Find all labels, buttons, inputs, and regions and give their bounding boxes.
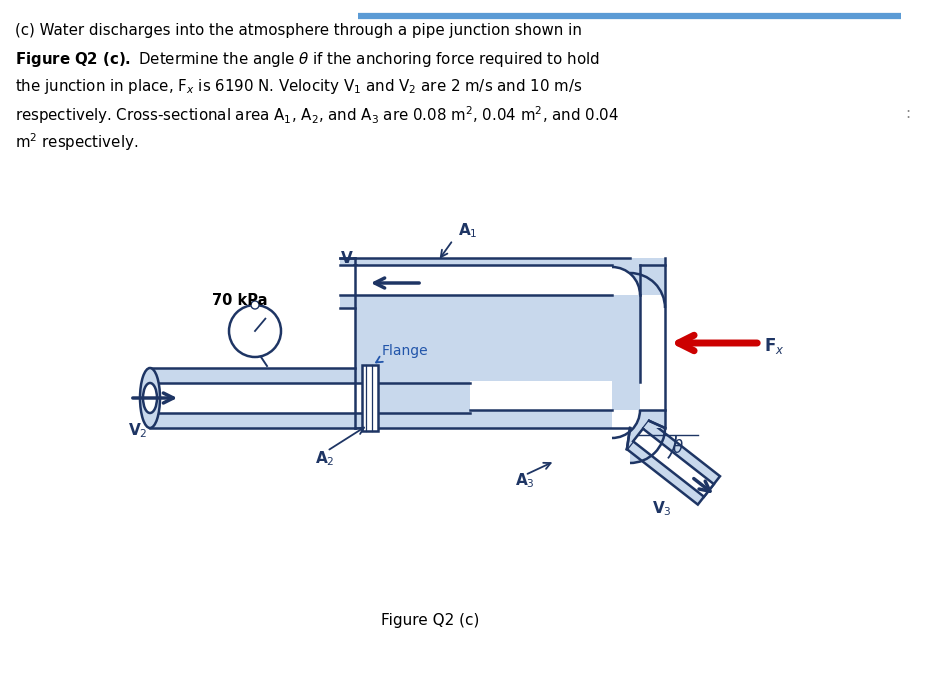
Polygon shape <box>627 421 665 449</box>
Polygon shape <box>633 429 714 497</box>
Text: $\theta$: $\theta$ <box>672 439 684 457</box>
Bar <box>640 295 665 410</box>
Text: V$_2$: V$_2$ <box>128 421 148 439</box>
Circle shape <box>251 301 259 309</box>
Wedge shape <box>630 428 665 463</box>
Wedge shape <box>630 273 665 308</box>
Bar <box>340 258 470 308</box>
Text: F$_x$: F$_x$ <box>764 336 785 356</box>
Text: $\mathbf{Figure\ Q2\ (c).}$ Determine the angle $\theta$ if the anchoring force : $\mathbf{Figure\ Q2\ (c).}$ Determine th… <box>15 50 600 69</box>
Wedge shape <box>612 410 640 438</box>
Bar <box>150 383 363 413</box>
Text: respectively. Cross-sectional area A$_1$, A$_2$, and A$_3$ are 0.08 m$^2$, 0.04 : respectively. Cross-sectional area A$_1$… <box>15 104 619 126</box>
Bar <box>340 265 612 295</box>
Text: A$_3$: A$_3$ <box>515 471 535 490</box>
Bar <box>470 258 630 428</box>
Ellipse shape <box>143 383 157 413</box>
Bar <box>470 258 630 308</box>
Text: V$_1$: V$_1$ <box>340 249 359 268</box>
Circle shape <box>229 305 281 357</box>
Text: (c) Water discharges into the atmosphere through a pipe junction shown in: (c) Water discharges into the atmosphere… <box>15 23 582 38</box>
Polygon shape <box>627 421 720 505</box>
Text: m$^2$ respectively.: m$^2$ respectively. <box>15 131 139 153</box>
Bar <box>470 381 612 410</box>
Text: A$_2$: A$_2$ <box>315 449 335 468</box>
Text: A$_1$: A$_1$ <box>458 221 478 240</box>
Text: V$_3$: V$_3$ <box>652 499 671 518</box>
Text: :: : <box>905 106 910 121</box>
Text: 70 kPa: 70 kPa <box>212 293 268 308</box>
Bar <box>150 368 355 428</box>
Bar <box>630 258 665 428</box>
Ellipse shape <box>140 368 160 428</box>
Text: Flange: Flange <box>382 344 429 358</box>
Bar <box>362 365 378 431</box>
Wedge shape <box>612 267 640 295</box>
Bar <box>355 258 470 428</box>
Text: the junction in place, F$_x$ is 6190 N. Velocity V$_1$ and V$_2$ are 2 m/s and 1: the junction in place, F$_x$ is 6190 N. … <box>15 77 582 96</box>
Text: Figure Q2 (c): Figure Q2 (c) <box>381 613 479 628</box>
